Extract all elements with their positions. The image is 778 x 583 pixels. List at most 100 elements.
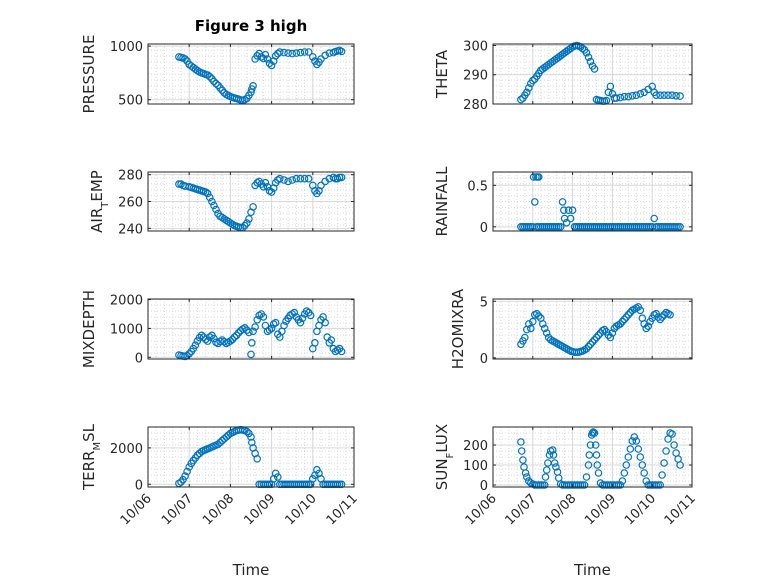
- data-point: [241, 323, 249, 332]
- data-point: [253, 51, 262, 60]
- data-point: [676, 223, 684, 231]
- data-point: [620, 469, 629, 477]
- data-point: [296, 318, 305, 327]
- data-point: [308, 53, 317, 61]
- data-point: [532, 309, 541, 318]
- y-tick-label: 0: [480, 479, 488, 494]
- data-point: [624, 92, 633, 101]
- data-point: [280, 48, 288, 57]
- data-point: [206, 333, 214, 341]
- y-axis-label: TERRMSL: [80, 423, 103, 491]
- y-tick-label: 0: [135, 478, 143, 493]
- data-point: [540, 481, 549, 489]
- data-point: [230, 333, 239, 341]
- data-point: [594, 331, 603, 340]
- data-point: [247, 350, 255, 359]
- data-point: [664, 91, 672, 100]
- data-point: [528, 76, 537, 85]
- data-point: [313, 60, 321, 69]
- data-point: [548, 446, 557, 454]
- data-point: [530, 198, 539, 206]
- data-point: [550, 459, 559, 467]
- data-point: [644, 322, 653, 331]
- x-tick-label: 10/06: [118, 491, 155, 528]
- y-tick-label: 500: [118, 94, 143, 109]
- data-point: [183, 467, 191, 476]
- series-markers: [175, 307, 346, 361]
- data-point: [578, 44, 587, 53]
- y-tick-label: 300: [463, 39, 488, 54]
- data-point: [636, 306, 645, 315]
- data-point: [197, 331, 206, 340]
- x-axis-label: Time: [573, 561, 611, 579]
- data-point: [267, 324, 276, 333]
- data-point: [201, 188, 210, 196]
- data-point: [216, 84, 224, 92]
- data-point: [628, 92, 637, 100]
- data-point: [259, 183, 268, 191]
- data-point: [620, 92, 629, 101]
- data-point: [275, 48, 284, 56]
- data-point: [300, 48, 309, 56]
- data-point: [267, 188, 276, 196]
- data-point: [582, 48, 591, 57]
- data-point: [243, 427, 251, 436]
- data-point: [528, 317, 537, 326]
- data-point: [249, 327, 257, 336]
- y-tick-label: 280: [118, 169, 143, 184]
- data-point: [333, 346, 342, 354]
- data-point: [292, 174, 301, 183]
- data-point: [193, 451, 202, 460]
- data-point: [584, 342, 593, 351]
- y-tick-label: 280: [463, 98, 488, 113]
- data-point: [210, 334, 218, 343]
- data-point: [206, 193, 214, 202]
- data-point: [517, 438, 525, 446]
- data-point: [660, 91, 668, 100]
- x-tick-label: 10/07: [159, 491, 196, 528]
- data-point: [247, 88, 255, 97]
- data-point: [181, 472, 189, 480]
- data-point: [327, 336, 336, 344]
- chart-terrmsl: 0 2000 10/06 10/07 10/08 10/09 10/10 10/11 TERRM…: [80, 423, 361, 579]
- data-point: [592, 451, 601, 459]
- data-point: [522, 88, 531, 97]
- data-point: [280, 321, 288, 330]
- data-point: [542, 329, 551, 337]
- data-point: [280, 176, 288, 184]
- data-point: [564, 206, 573, 215]
- data-point: [638, 461, 647, 469]
- x-tick-label: 10/10: [283, 491, 320, 528]
- data-point: [624, 310, 633, 319]
- data-point: [658, 471, 666, 479]
- data-point: [660, 459, 668, 467]
- x-tick-label: 10/09: [582, 491, 619, 528]
- data-point: [261, 50, 270, 59]
- data-point: [265, 59, 274, 68]
- series-markers: [517, 173, 684, 231]
- data-point: [540, 324, 549, 333]
- data-point: [662, 447, 670, 455]
- data-point: [620, 315, 629, 324]
- data-point: [604, 331, 613, 340]
- y-tick-label: 2000: [110, 294, 143, 309]
- x-tick-label: 10/11: [324, 491, 361, 528]
- data-point: [534, 312, 543, 320]
- axes-box: [492, 298, 693, 360]
- chart-h2omixra: 0 5 H2OMIXRA: [449, 288, 693, 369]
- data-point: [337, 47, 346, 56]
- data-point: [666, 310, 674, 319]
- data-point: [177, 478, 185, 486]
- data-point: [586, 441, 595, 449]
- chart-sunflux: 0 100 200 10/06 10/07 10/08 10/09 10/10 10/11 SUN…: [433, 424, 699, 579]
- data-point: [580, 481, 589, 489]
- series-markers: [517, 303, 674, 357]
- data-point: [566, 214, 575, 223]
- data-point: [249, 82, 257, 90]
- x-tick-label: 10/10: [622, 491, 659, 528]
- data-point: [592, 333, 601, 342]
- y-tick-label: 200: [463, 439, 488, 454]
- data-point: [269, 320, 278, 328]
- data-point: [337, 173, 346, 182]
- data-point: [558, 198, 567, 206]
